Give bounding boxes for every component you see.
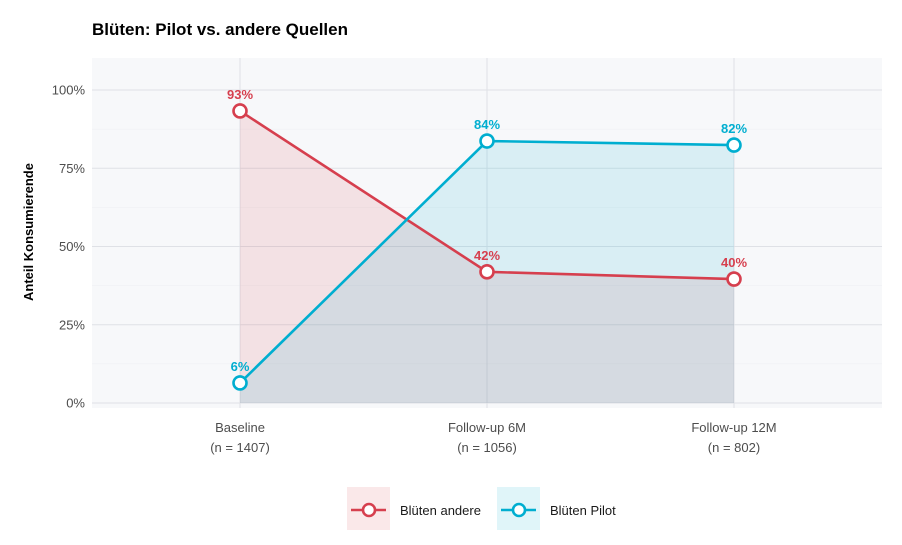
data-point xyxy=(232,103,248,119)
axes: 0% 25% 50% 75% 100% Baseline (n = 1407) Follow-… xyxy=(52,83,777,456)
x-tick-label: Baseline xyxy=(215,420,265,435)
data-label: 42% xyxy=(474,248,500,263)
data-label: 93% xyxy=(227,87,253,102)
legend-key-point xyxy=(511,502,527,518)
legend-item-0: Blüten andere xyxy=(347,487,481,530)
grid xyxy=(92,58,882,408)
y-axis-label: Anteil Konsumierende xyxy=(21,163,36,301)
data-label: 84% xyxy=(474,117,500,132)
legend-label: Blüten andere xyxy=(400,503,481,518)
data-label: 40% xyxy=(721,255,747,270)
area-0 xyxy=(240,110,734,403)
data-labels: 93% 42% 40% 6% 84% 82% xyxy=(227,87,747,374)
data-point xyxy=(232,375,248,391)
x-tick-n: (n = 802) xyxy=(708,440,760,455)
data-point xyxy=(726,271,742,287)
x-tick-n: (n = 1407) xyxy=(210,440,270,455)
data-point xyxy=(479,264,495,280)
lines xyxy=(232,103,742,391)
legend-label: Blüten Pilot xyxy=(550,503,616,518)
legend-item-1: Blüten Pilot xyxy=(497,487,616,530)
data-point xyxy=(479,133,495,149)
data-label: 82% xyxy=(721,121,747,136)
y-tick-label: 100% xyxy=(52,83,86,98)
y-tick-label: 0% xyxy=(66,396,85,411)
x-tick-label: Follow-up 6M xyxy=(448,420,526,435)
data-label: 6% xyxy=(231,359,250,374)
chart-title: Blüten: Pilot vs. andere Quellen xyxy=(92,20,348,39)
y-tick-label: 50% xyxy=(59,239,85,254)
data-point xyxy=(726,137,742,153)
legend-key-point xyxy=(361,502,377,518)
x-tick-n: (n = 1056) xyxy=(457,440,517,455)
y-tick-label: 75% xyxy=(59,161,85,176)
legend: Blüten andere Blüten Pilot xyxy=(347,487,616,530)
x-tick-label: Follow-up 12M xyxy=(691,420,776,435)
y-tick-label: 25% xyxy=(59,317,85,332)
